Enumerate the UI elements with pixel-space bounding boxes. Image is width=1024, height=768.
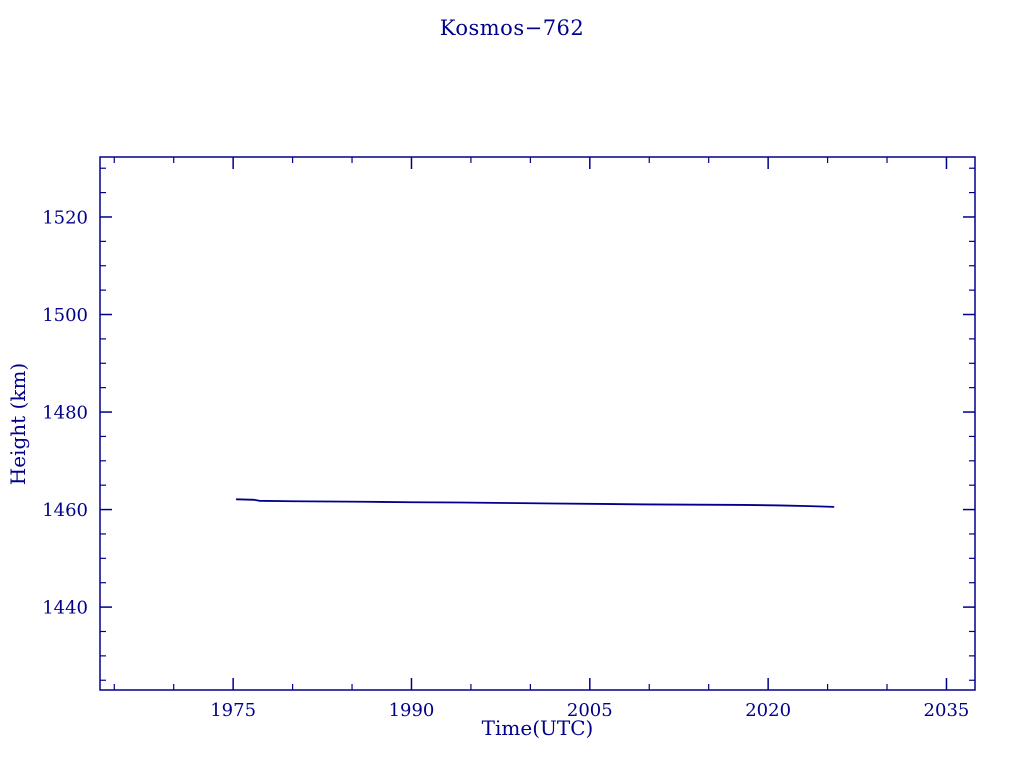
x-ticks bbox=[113, 157, 948, 690]
x-tick-labels: 1975 1990 2005 2020 2035 bbox=[210, 700, 969, 721]
chart-title: Kosmos−762 bbox=[439, 16, 585, 40]
y-tick-label: 1500 bbox=[42, 305, 88, 326]
y-tick-labels: 1440 1460 1480 1500 1520 bbox=[42, 207, 88, 618]
height-series-line bbox=[235, 498, 835, 508]
y-tick-label: 1460 bbox=[42, 500, 88, 521]
x-tick-label: 1990 bbox=[389, 700, 435, 721]
x-tick-label: 2020 bbox=[745, 700, 791, 721]
x-tick-label: 1975 bbox=[210, 700, 256, 721]
y-axis-label: Height (km) bbox=[6, 362, 30, 486]
y-ticks bbox=[100, 167, 975, 681]
y-tick-label: 1480 bbox=[42, 402, 88, 423]
axis-frame bbox=[99, 156, 976, 691]
x-tick-label: 2035 bbox=[924, 700, 970, 721]
y-tick-label: 1520 bbox=[42, 207, 88, 228]
x-tick-label: 2005 bbox=[567, 700, 613, 721]
y-tick-label: 1440 bbox=[42, 597, 88, 618]
x-axis-label: Time(UTC) bbox=[481, 716, 594, 740]
